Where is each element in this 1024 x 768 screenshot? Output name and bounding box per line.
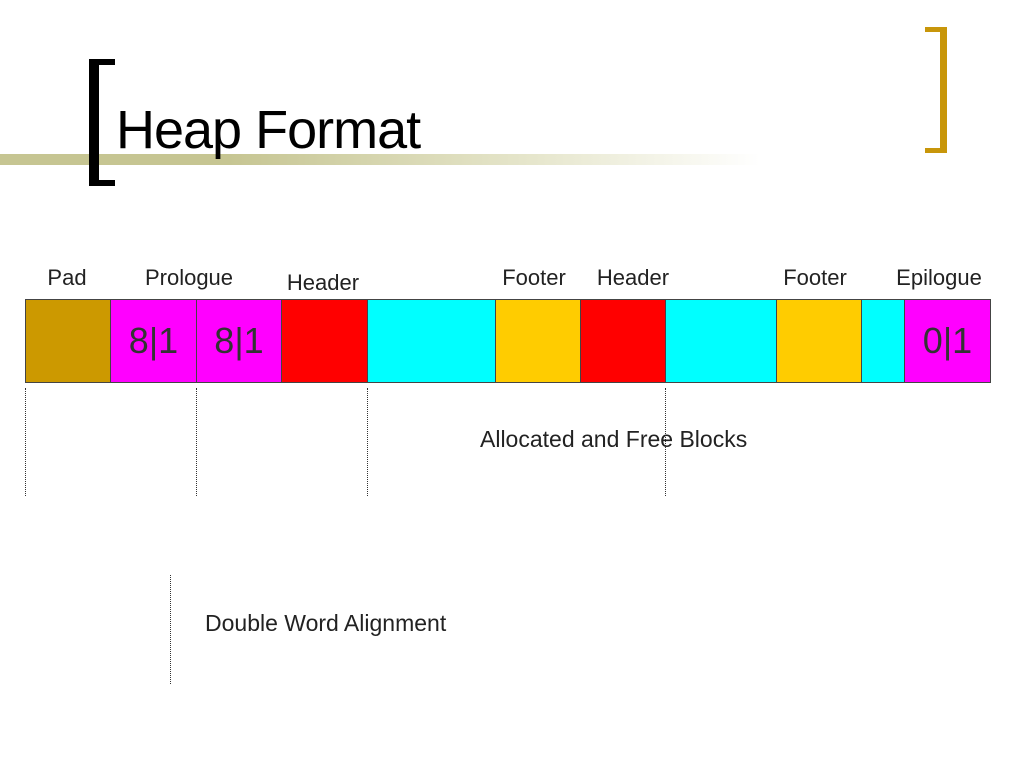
heap-block-prologue-header: 8|1 <box>110 299 197 383</box>
label-pad: Pad <box>47 265 87 290</box>
heap-block-payload <box>861 299 905 383</box>
heap-block-epilogue: 0|1 <box>904 299 991 383</box>
dotted-alignment-line <box>170 575 171 684</box>
dotted-guide-line <box>196 388 197 496</box>
heap-block-footer <box>495 299 581 383</box>
label-epilogue: Epilogue <box>896 265 982 290</box>
title-underline-bar <box>0 154 760 165</box>
label-footer: Footer <box>502 265 566 290</box>
dotted-guide-line <box>665 388 666 496</box>
label-header: Header <box>596 265 670 290</box>
label-header: Header <box>286 270 360 295</box>
label-footer: Footer <box>783 265 847 290</box>
allocated-free-blocks-note: Allocated and Free Blocks <box>480 426 748 452</box>
dotted-guide-line <box>367 388 368 496</box>
dotted-guide-line <box>25 388 26 496</box>
heap-block-header <box>580 299 666 383</box>
double-word-alignment-note: Double Word Alignment <box>205 610 447 636</box>
right-bracket-decoration <box>925 27 947 153</box>
left-bracket-decoration <box>89 59 115 186</box>
heap-block-footer <box>776 299 862 383</box>
heap-block-pad <box>25 299 111 383</box>
heap-block-payload <box>665 299 777 383</box>
heap-block-prologue-footer: 8|1 <box>196 299 282 383</box>
page-title: Heap Format <box>116 100 421 160</box>
heap-block-payload <box>367 299 496 383</box>
label-prologue: Prologue <box>144 265 234 290</box>
heap-block-header <box>281 299 368 383</box>
